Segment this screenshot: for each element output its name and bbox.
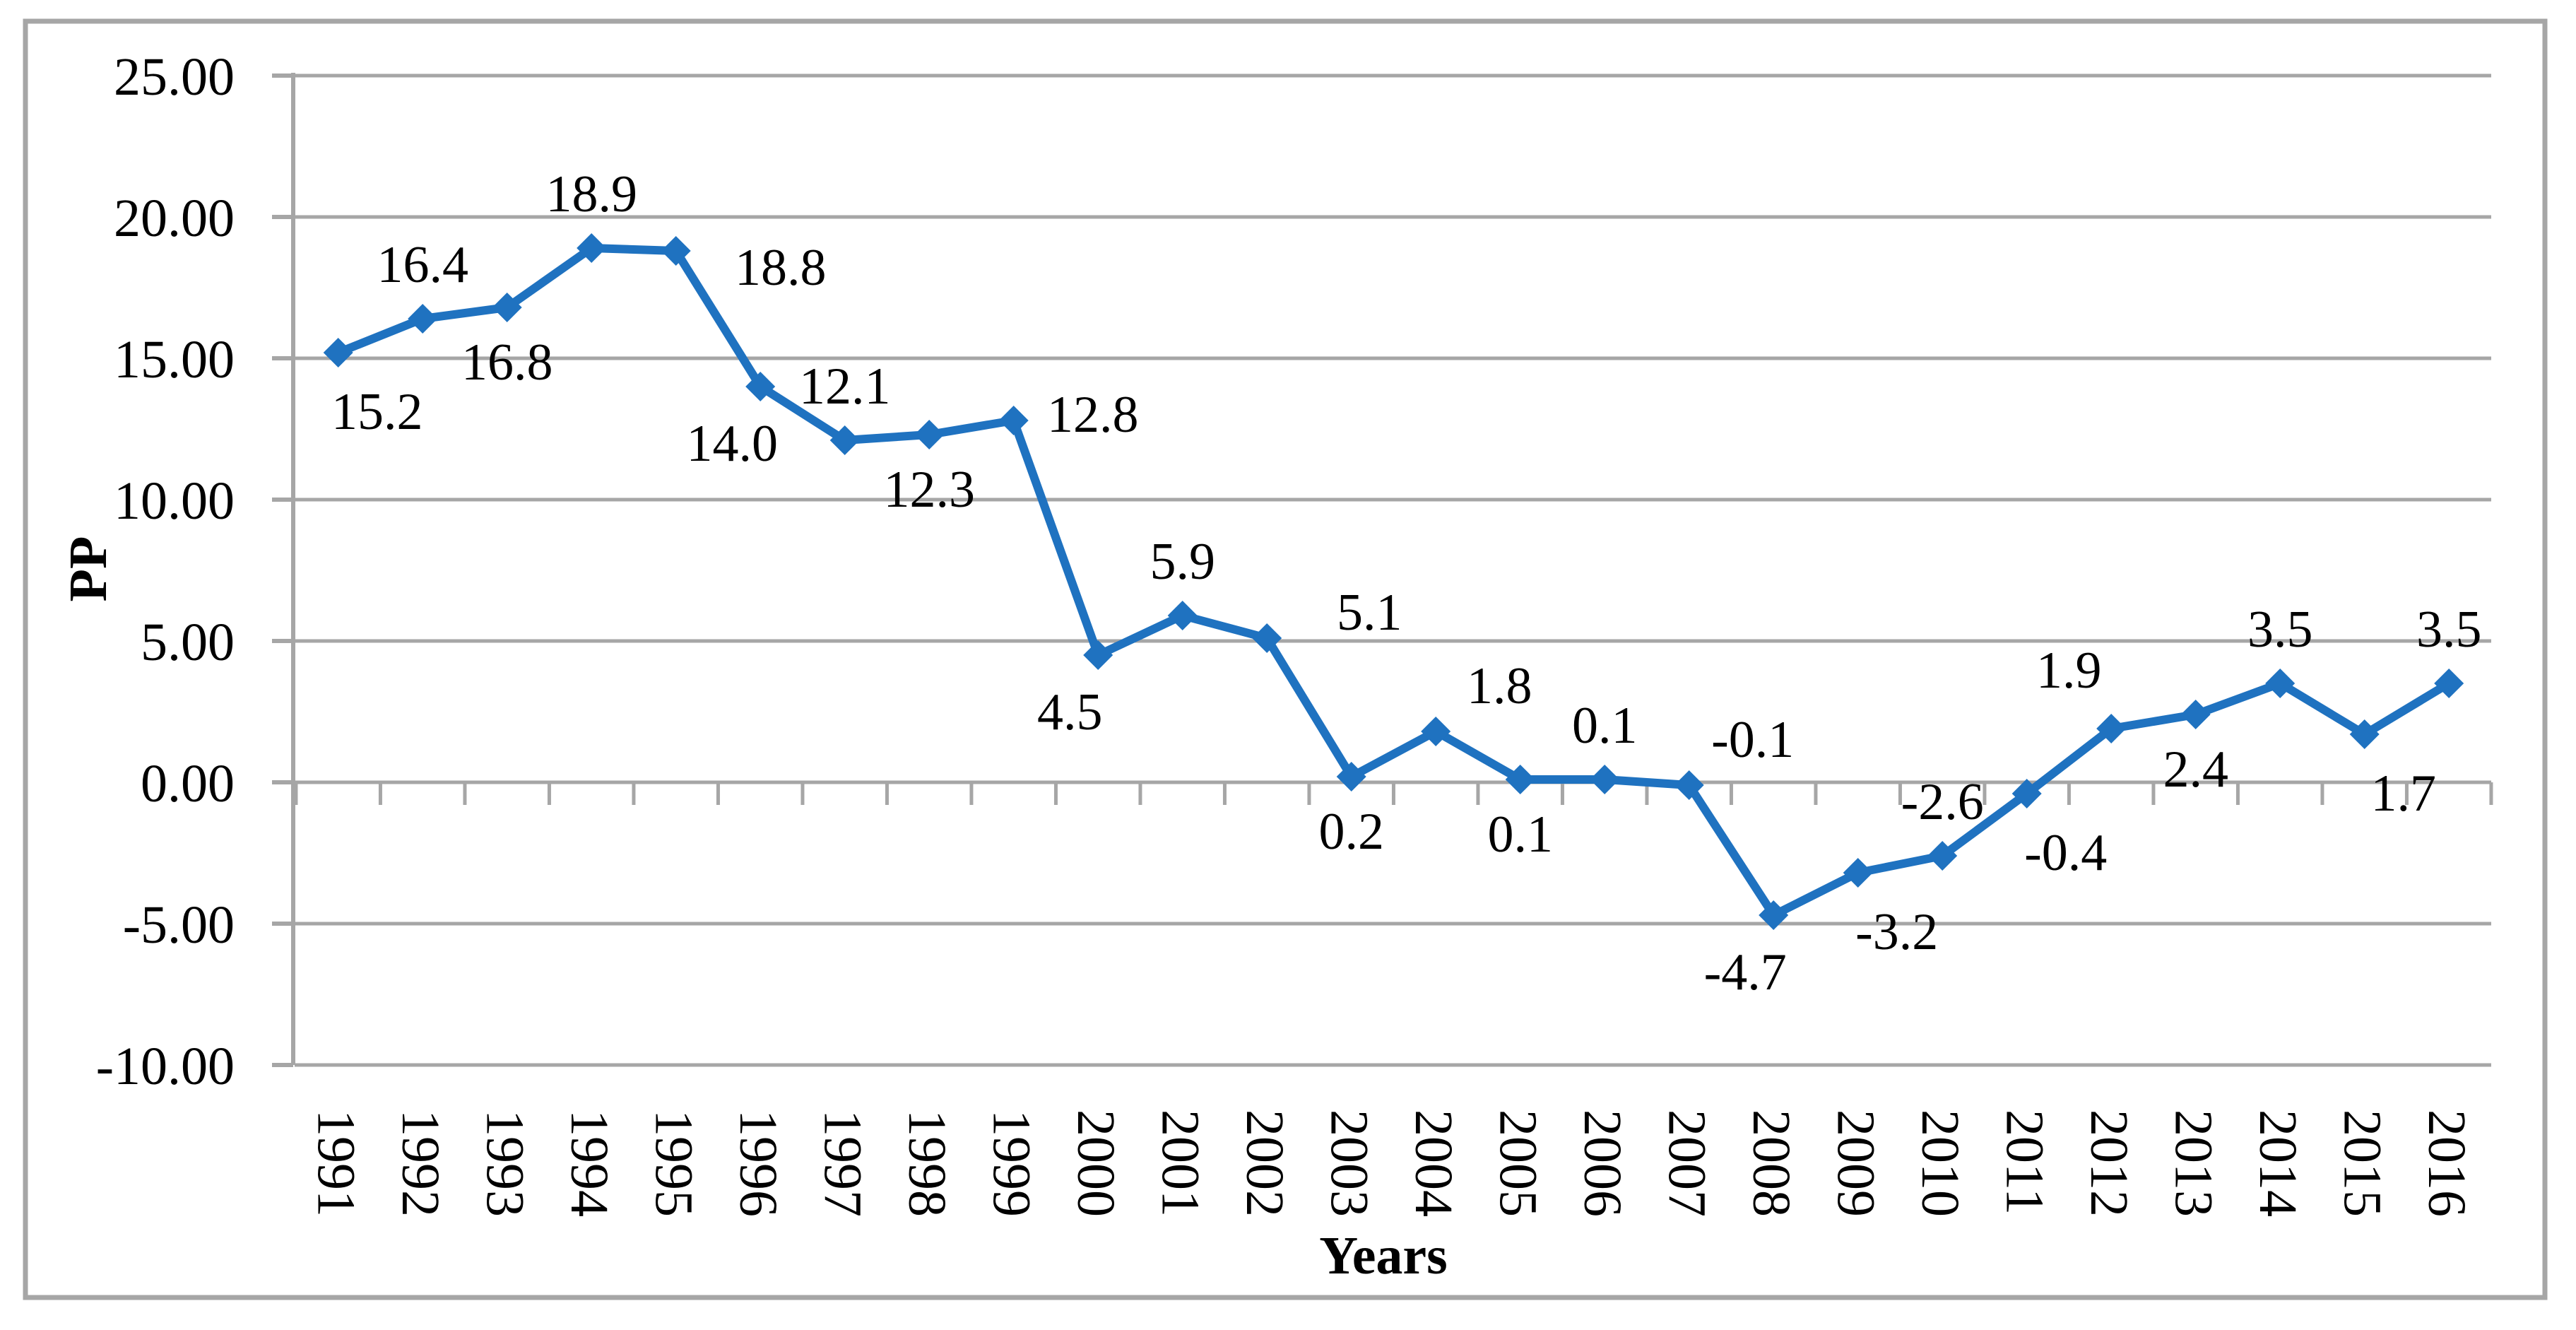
data-point-marker <box>2011 779 2042 808</box>
data-point-label: 0.1 <box>1487 806 1553 864</box>
chart-border <box>23 18 2548 1300</box>
data-point-marker <box>745 372 776 401</box>
data-point-label: 3.5 <box>2416 601 2482 659</box>
x-tick-label: 1993 <box>475 1110 535 1217</box>
data-point-marker <box>1336 762 1366 791</box>
data-point-marker <box>1083 640 1113 670</box>
x-tick-label: 1994 <box>560 1110 619 1217</box>
data-point-label: 14.0 <box>686 415 778 473</box>
x-tick-label: 2012 <box>2079 1110 2139 1217</box>
x-tick-label: 2006 <box>1573 1110 1632 1217</box>
data-point-marker <box>408 304 438 334</box>
x-ticks-group <box>294 782 2493 805</box>
y-axis-group <box>272 73 295 1067</box>
y-tick-label: 0.00 <box>141 754 235 813</box>
x-tick-label: 1997 <box>813 1110 873 1217</box>
data-point-label: 0.1 <box>1572 697 1638 755</box>
data-point-label: -4.7 <box>1704 943 1787 1001</box>
data-point-marker <box>492 293 522 322</box>
data-point-label: 3.5 <box>2247 601 2313 659</box>
x-tick-label: 2014 <box>2248 1110 2308 1217</box>
x-tick-label: 1995 <box>644 1110 704 1217</box>
data-point-marker <box>1590 765 1620 794</box>
y-tick-label: 20.00 <box>114 189 235 248</box>
data-series-group <box>323 233 2464 930</box>
y-tick-labels-group: 25.00 20.00 15.00 10.00 5.00 0.00 -5.00 -10.00 <box>96 47 235 1096</box>
data-point-marker <box>2349 719 2380 749</box>
data-point-marker <box>1167 601 1198 630</box>
y-axis-title: PP <box>59 536 118 602</box>
x-tick-label: 2005 <box>1489 1110 1548 1217</box>
x-tick-label: 2015 <box>2333 1110 2392 1217</box>
data-point-marker <box>661 236 691 266</box>
x-tick-label: 2009 <box>1826 1110 1886 1217</box>
x-tick-label: 2000 <box>1066 1110 1125 1217</box>
y-tick-label: 25.00 <box>114 47 235 107</box>
data-point-label: 1.8 <box>1467 657 1532 715</box>
data-point-marker <box>998 406 1029 435</box>
data-point-marker <box>323 338 353 367</box>
data-point-label: 4.5 <box>1037 683 1103 741</box>
x-tick-label: 2011 <box>1995 1110 2055 1215</box>
data-point-label: 12.1 <box>799 358 891 416</box>
data-point-marker <box>1927 841 1958 871</box>
data-point-label: 16.8 <box>461 334 553 392</box>
x-tick-label: 1996 <box>728 1110 788 1217</box>
data-labels-group: 15.2 16.4 16.8 18.9 18.8 14.0 12.1 12.3 12.8 4.5 5… <box>331 165 2482 1001</box>
data-point-label: 18.9 <box>545 165 637 223</box>
x-axis-title: Years <box>1319 1226 1448 1285</box>
y-tick-label: 10.00 <box>114 471 235 531</box>
data-point-marker <box>2434 669 2464 698</box>
data-series-line <box>333 244 2454 919</box>
x-tick-label: 2010 <box>1910 1110 1970 1217</box>
data-point-marker <box>1421 717 1451 746</box>
data-point-label: -0.4 <box>2024 824 2107 882</box>
data-point-marker <box>2180 700 2211 729</box>
y-tick-label: -5.00 <box>123 895 235 955</box>
x-tick-label: 2013 <box>2164 1110 2223 1217</box>
data-point-label: -2.6 <box>1901 773 1984 831</box>
data-point-marker <box>1843 858 1873 888</box>
x-tick-label: 2003 <box>1320 1110 1379 1217</box>
data-point-marker <box>1505 765 1535 794</box>
data-point-label: 18.8 <box>735 239 827 297</box>
data-point-label: 5.1 <box>1337 584 1402 642</box>
x-tick-label: 2002 <box>1235 1110 1294 1217</box>
data-point-label: 1.9 <box>2036 642 2102 700</box>
data-point-label: 16.4 <box>377 236 468 294</box>
data-point-label: -0.1 <box>1711 711 1794 769</box>
x-tick-label: 1998 <box>897 1110 957 1217</box>
x-tick-label: 2001 <box>1151 1110 1210 1217</box>
x-tick-labels-group: 1991 1992 1993 1994 1995 1996 1997 1998 1999 2000… <box>307 1110 2476 1217</box>
data-point-marker <box>1674 770 1704 800</box>
data-point-marker <box>577 233 607 263</box>
x-tick-label: 2007 <box>1658 1110 1717 1217</box>
y-tick-label: -10.00 <box>96 1037 235 1096</box>
data-point-label: 1.7 <box>2370 765 2436 823</box>
data-point-marker <box>1252 623 1282 653</box>
x-tick-label: 1992 <box>391 1110 450 1217</box>
x-tick-label: 1999 <box>982 1110 1041 1217</box>
y-tick-label: 15.00 <box>114 330 235 389</box>
data-point-label: -3.2 <box>1855 903 1938 961</box>
data-point-label: 12.3 <box>883 461 975 519</box>
y-tick-label: 5.00 <box>141 613 235 672</box>
data-point-label: 0.2 <box>1318 803 1384 861</box>
data-point-marker <box>2265 669 2296 698</box>
data-point-label: 12.8 <box>1047 386 1139 444</box>
x-tick-label: 2008 <box>1742 1110 1801 1217</box>
data-point-marker <box>2096 714 2127 743</box>
data-point-marker <box>829 425 860 455</box>
x-tick-label: 1991 <box>307 1110 366 1217</box>
x-tick-label: 2004 <box>1404 1110 1463 1217</box>
data-point-label: 5.9 <box>1150 533 1215 591</box>
data-point-marker <box>1759 900 1789 930</box>
data-point-label: 15.2 <box>331 383 423 441</box>
x-tick-label: 2016 <box>2417 1110 2476 1217</box>
data-point-label: 2.4 <box>2163 741 2228 799</box>
data-point-marker <box>914 420 945 449</box>
